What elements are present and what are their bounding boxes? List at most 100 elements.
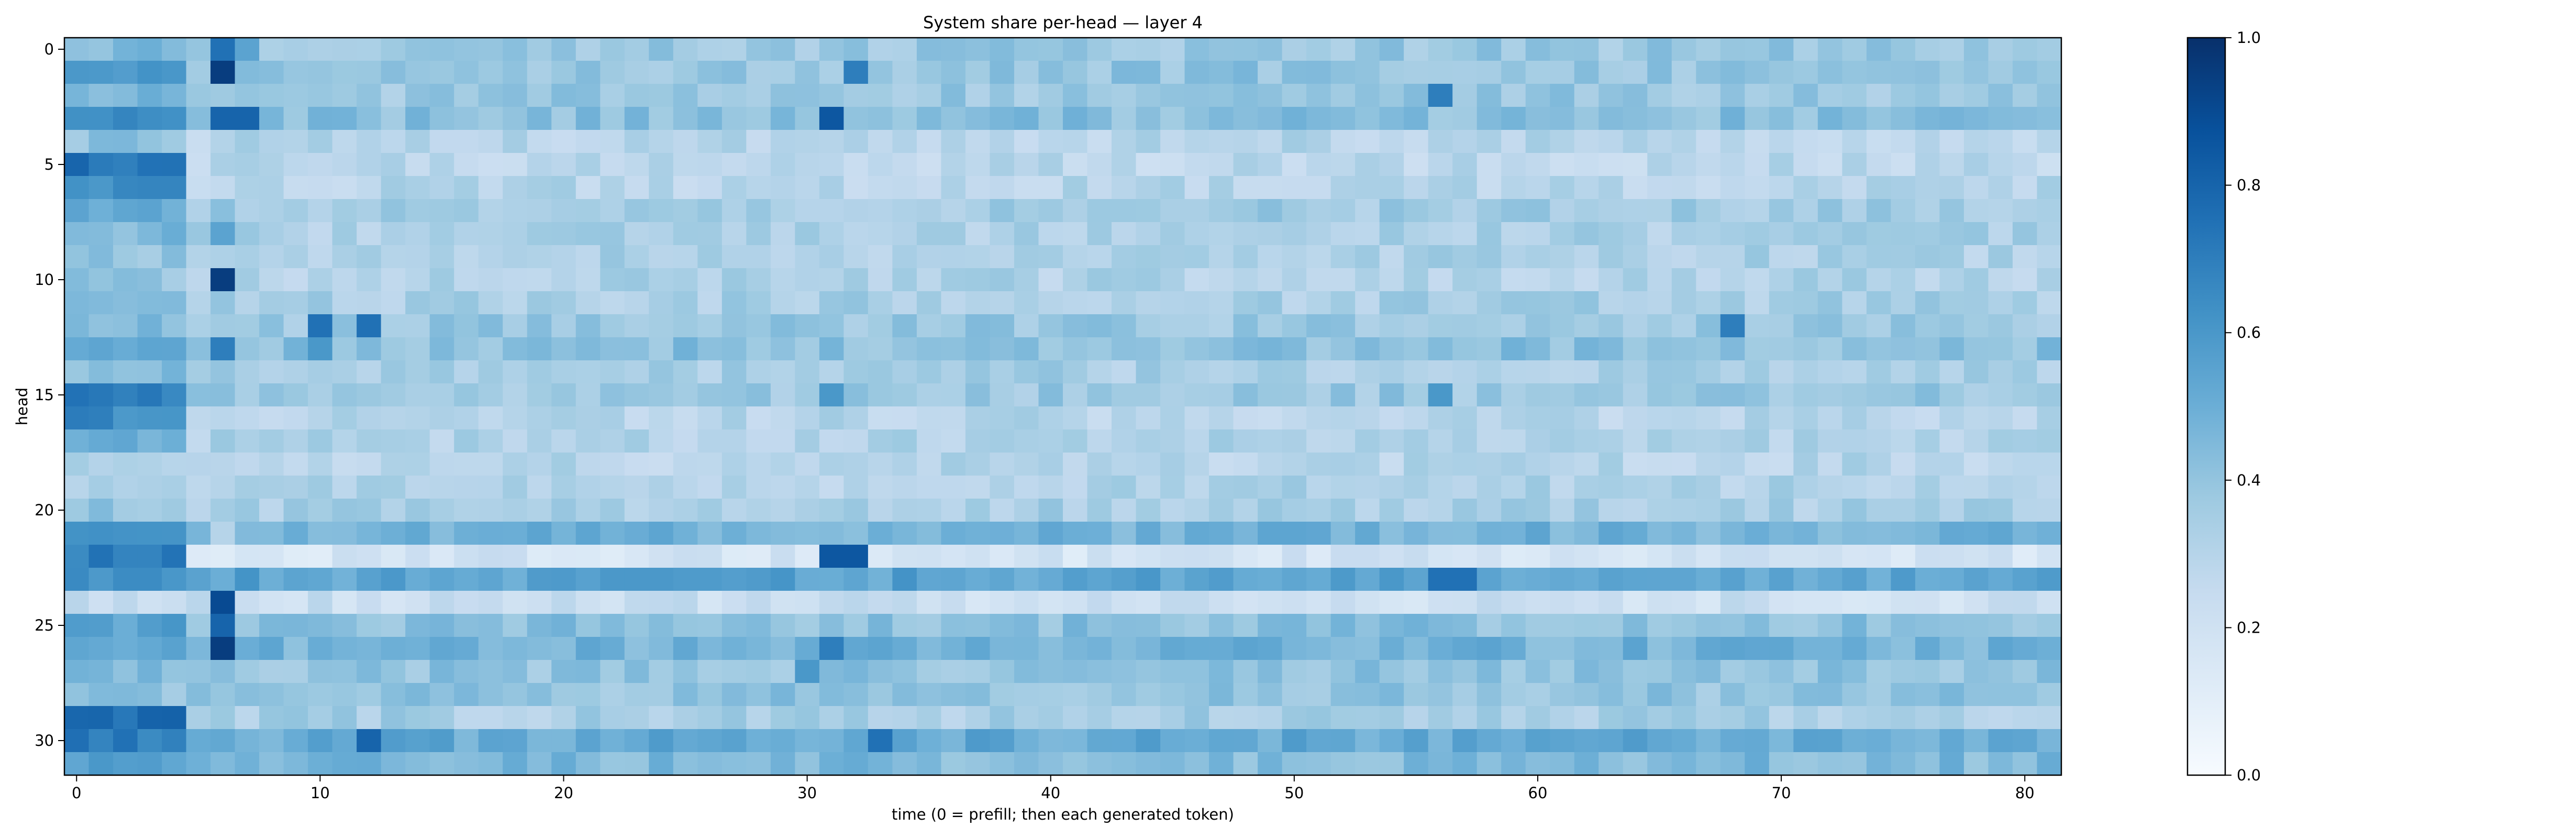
heatmap-cell xyxy=(721,683,747,707)
heatmap-cell xyxy=(1063,176,1088,200)
heatmap-cell xyxy=(1476,406,1502,430)
heatmap-cell xyxy=(259,406,284,430)
heatmap-cell xyxy=(357,199,382,223)
heatmap-cell xyxy=(965,199,991,223)
heatmap-cell xyxy=(1112,637,1137,660)
heatmap-cell xyxy=(1696,429,1721,453)
heatmap-cell xyxy=(1525,130,1550,153)
heatmap-cell xyxy=(113,591,138,614)
heatmap-cell xyxy=(1014,591,1039,614)
heatmap-cell xyxy=(332,614,357,637)
heatmap-cell xyxy=(1745,383,1770,407)
heatmap-cell xyxy=(1745,683,1770,707)
heatmap-cell xyxy=(551,199,576,223)
heatmap-cell xyxy=(1769,245,1794,269)
heatmap-cell xyxy=(162,660,187,683)
heatmap-cell xyxy=(1915,176,1940,200)
heatmap-cell xyxy=(697,38,723,61)
heatmap-cell xyxy=(624,107,649,130)
heatmap-cell xyxy=(1915,706,1940,730)
heatmap-cell xyxy=(64,314,90,338)
heatmap-cell xyxy=(624,706,649,730)
heatmap-cell xyxy=(868,153,893,177)
heatmap-cell xyxy=(575,268,601,292)
heatmap-cell xyxy=(1209,130,1234,153)
heatmap-cell xyxy=(1063,706,1088,730)
heatmap-cell xyxy=(941,545,966,568)
heatmap-cell xyxy=(235,591,260,614)
heatmap-cell xyxy=(1087,291,1112,315)
heatmap-cell xyxy=(527,291,552,315)
heatmap-cell xyxy=(624,38,649,61)
heatmap-cell xyxy=(259,314,284,338)
heatmap-cell xyxy=(1404,222,1429,246)
heatmap-cell xyxy=(721,360,747,384)
heatmap-cell xyxy=(575,591,601,614)
heatmap-cell xyxy=(1136,614,1161,637)
heatmap-cell xyxy=(1696,245,1721,269)
heatmap-cell xyxy=(283,84,308,107)
heatmap-cell xyxy=(503,499,528,522)
heatmap-cell xyxy=(454,38,479,61)
heatmap-cell xyxy=(259,130,284,153)
heatmap-cell xyxy=(308,360,333,384)
heatmap-cell xyxy=(1209,337,1234,361)
heatmap-cell xyxy=(1623,406,1648,430)
heatmap-cell xyxy=(1136,453,1161,476)
heatmap-cell xyxy=(1014,429,1039,453)
heatmap-cell xyxy=(1696,314,1721,338)
heatmap-cell xyxy=(1258,383,1283,407)
heatmap-cell xyxy=(1501,683,1526,707)
heatmap-cell xyxy=(1696,360,1721,384)
heatmap-cell xyxy=(1988,545,2013,568)
heatmap-cell xyxy=(162,61,187,84)
heatmap-cell xyxy=(892,268,917,292)
heatmap-cell xyxy=(1233,84,1258,107)
heatmap-cell xyxy=(965,130,991,153)
heatmap-cell xyxy=(1696,752,1721,776)
heatmap-cell xyxy=(527,153,552,177)
heatmap-cell xyxy=(88,337,114,361)
heatmap-cell xyxy=(332,268,357,292)
heatmap-cell xyxy=(283,199,308,223)
heatmap-cell xyxy=(965,383,991,407)
heatmap-cell xyxy=(1404,476,1429,499)
heatmap-cell xyxy=(1112,752,1137,776)
heatmap-cell xyxy=(1184,130,1209,153)
heatmap-cell xyxy=(1258,153,1283,177)
heatmap-cell xyxy=(1574,752,1599,776)
heatmap-cell xyxy=(308,499,333,522)
heatmap-cell xyxy=(1476,614,1502,637)
heatmap-cell xyxy=(868,752,893,776)
heatmap-cell xyxy=(1014,660,1039,683)
heatmap-cell xyxy=(1160,337,1185,361)
heatmap-cell xyxy=(1258,245,1283,269)
heatmap-cell xyxy=(1817,222,1842,246)
heatmap-cell xyxy=(1963,453,1989,476)
heatmap-cell xyxy=(1404,84,1429,107)
heatmap-cell xyxy=(1476,222,1502,246)
heatmap-cell xyxy=(1063,591,1088,614)
heatmap-cell xyxy=(1623,683,1648,707)
heatmap-cell xyxy=(1793,176,1818,200)
heatmap-cell xyxy=(795,153,820,177)
heatmap-cell xyxy=(1915,337,1940,361)
heatmap-cell xyxy=(1282,107,1307,130)
heatmap-cell xyxy=(916,176,942,200)
heatmap-cell xyxy=(381,337,406,361)
heatmap-cell xyxy=(1671,268,1696,292)
heatmap-cell xyxy=(892,545,917,568)
heatmap-cell xyxy=(210,130,236,153)
heatmap-cell xyxy=(1452,199,1478,223)
heatmap-cell xyxy=(64,153,90,177)
heatmap-cell xyxy=(1233,545,1258,568)
heatmap-cell xyxy=(673,107,698,130)
heatmap-cell xyxy=(1891,660,1916,683)
heatmap-cell xyxy=(673,729,698,753)
heatmap-cell xyxy=(1525,522,1550,545)
heatmap-cell xyxy=(624,61,649,84)
heatmap-cell xyxy=(600,591,625,614)
heatmap-cell xyxy=(381,476,406,499)
heatmap-cell xyxy=(1038,729,1063,753)
heatmap-cell xyxy=(1720,637,1745,660)
